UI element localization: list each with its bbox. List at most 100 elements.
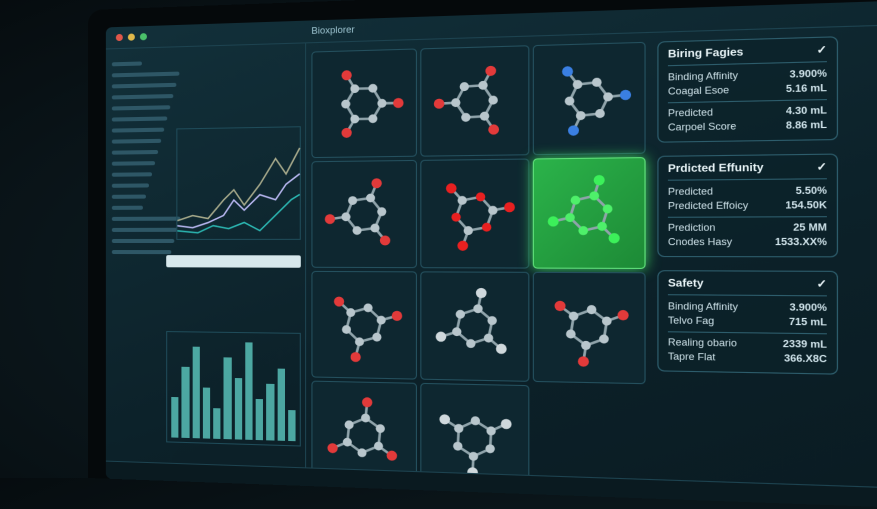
metric-row: Cnodes Hasy 1533.XX% <box>668 235 827 250</box>
molecule-grid <box>311 42 645 455</box>
metric-value: 3.900% <box>790 67 827 82</box>
divider <box>668 99 827 103</box>
chart-bar <box>277 369 285 441</box>
metric-value: 154.50K <box>785 198 827 213</box>
search-input[interactable] <box>166 255 301 268</box>
molecule-structure <box>421 46 528 155</box>
metric-value: 4.30 mL <box>786 103 827 118</box>
metric-label: Binding Affinity <box>668 69 738 85</box>
molecule-cell[interactable] <box>533 272 646 384</box>
monitor: Bioxplorer Biring Fagies✓Binding Affinit… <box>88 0 877 509</box>
molecule-structure <box>421 160 528 268</box>
sidebar-item[interactable] <box>112 206 143 210</box>
metric-value: 5.16 mL <box>786 81 827 96</box>
metric-label: Realing obario <box>668 336 737 351</box>
sidebar-item[interactable] <box>112 195 146 199</box>
sidebar-item[interactable] <box>112 116 167 121</box>
line-chart <box>176 126 300 240</box>
molecule-cell[interactable] <box>420 271 529 382</box>
metric-value: 25 MM <box>793 221 827 236</box>
metric-row: Carpoel Score 8.86 mL <box>668 118 827 135</box>
metric-label: Carpoel Score <box>668 120 736 135</box>
chart-bar <box>234 378 242 440</box>
divider <box>668 331 827 334</box>
metric-value: 2339 mL <box>783 337 827 352</box>
metric-value: 3.900% <box>790 301 827 316</box>
sidebar-item[interactable] <box>112 150 158 155</box>
app-title: Bioxplorer <box>311 24 354 36</box>
screen: Bioxplorer Biring Fagies✓Binding Affinit… <box>106 0 877 508</box>
metric-label: Telvo Fag <box>668 314 714 329</box>
metric-label: Prediction <box>668 221 715 235</box>
chart-bar <box>266 384 274 441</box>
molecule-cell[interactable] <box>533 42 646 155</box>
metric-row: Predicted 5.50% <box>668 184 827 200</box>
sidebar-item[interactable] <box>112 183 149 187</box>
sidebar-item[interactable] <box>112 172 152 176</box>
metric-value: 8.86 mL <box>786 118 827 133</box>
molecule-cell[interactable] <box>311 160 417 268</box>
check-icon: ✓ <box>817 161 827 173</box>
minimize-button[interactable] <box>128 33 135 40</box>
sidebar-item[interactable] <box>112 217 181 221</box>
metric-label: Binding Affinity <box>668 300 738 315</box>
metric-row: Predicted Effoicy 154.50K <box>668 198 827 213</box>
metric-value: 366.X8C <box>784 352 827 367</box>
molecule-cell[interactable] <box>311 271 417 380</box>
chart-bar <box>203 388 210 439</box>
molecule-cell[interactable] <box>311 48 417 158</box>
sidebar-item[interactable] <box>112 139 161 144</box>
chart-bar <box>256 399 264 440</box>
sidebar-item[interactable] <box>112 228 178 232</box>
maximize-button[interactable] <box>140 33 147 40</box>
metric-row: Tapre Flat 366.X8C <box>668 350 827 367</box>
sidebar-item[interactable] <box>112 239 174 243</box>
bar-chart <box>166 331 301 446</box>
molecule-structure <box>421 272 528 380</box>
metric-row: Prediction 25 MM <box>668 221 827 236</box>
metric-label: Tapre Flat <box>668 350 715 365</box>
chart-bar <box>288 410 296 441</box>
panel-title: Safety <box>668 278 704 290</box>
sidebar-item[interactable] <box>112 128 164 133</box>
sidebar-item[interactable] <box>112 83 176 89</box>
sidebar-item[interactable] <box>112 61 142 66</box>
molecule-structure <box>534 43 645 154</box>
chart-bar <box>182 367 189 438</box>
molecule-cell[interactable] <box>420 45 529 157</box>
molecule-cell[interactable] <box>420 158 529 268</box>
divider <box>668 216 827 218</box>
chart-bar <box>224 357 231 439</box>
metric-label: Predicted <box>668 106 713 121</box>
check-icon: ✓ <box>817 44 827 57</box>
chart-bar <box>213 408 220 439</box>
molecule-cell[interactable] <box>533 157 646 269</box>
metric-label: Cnodes Hasy <box>668 235 732 249</box>
molecule-structure <box>312 161 415 267</box>
sidebar-item[interactable] <box>112 250 171 254</box>
metric-value: 715 mL <box>789 315 827 330</box>
metric-label: Coagal Esoe <box>668 83 729 99</box>
sidebar-item[interactable] <box>112 72 180 78</box>
metric-label: Predicted <box>668 185 713 200</box>
metric-label: Predicted Effoicy <box>668 199 748 214</box>
sidebar-item[interactable] <box>112 94 173 99</box>
metric-row: Binding Affinity 3.900% <box>668 300 827 316</box>
metric-panel: Safety ✓ Binding Affinity 3.900% Telvo Fag 71… <box>657 270 838 375</box>
sidebar <box>106 43 306 486</box>
chart-bar <box>192 347 199 439</box>
metric-value: 1533.XX% <box>775 235 827 250</box>
close-button[interactable] <box>116 34 123 41</box>
metric-row: Coagal Esoe 5.16 mL <box>668 81 827 99</box>
molecule-structure <box>312 272 415 379</box>
chart-bar <box>245 342 253 440</box>
molecule-structure <box>534 273 645 383</box>
check-icon: ✓ <box>817 279 827 291</box>
sidebar-item[interactable] <box>112 105 170 110</box>
sidebar-item[interactable] <box>112 161 155 166</box>
molecule-structure <box>312 50 415 158</box>
metric-row: Telvo Fag 715 mL <box>668 314 827 330</box>
metric-value: 5.50% <box>796 184 827 199</box>
